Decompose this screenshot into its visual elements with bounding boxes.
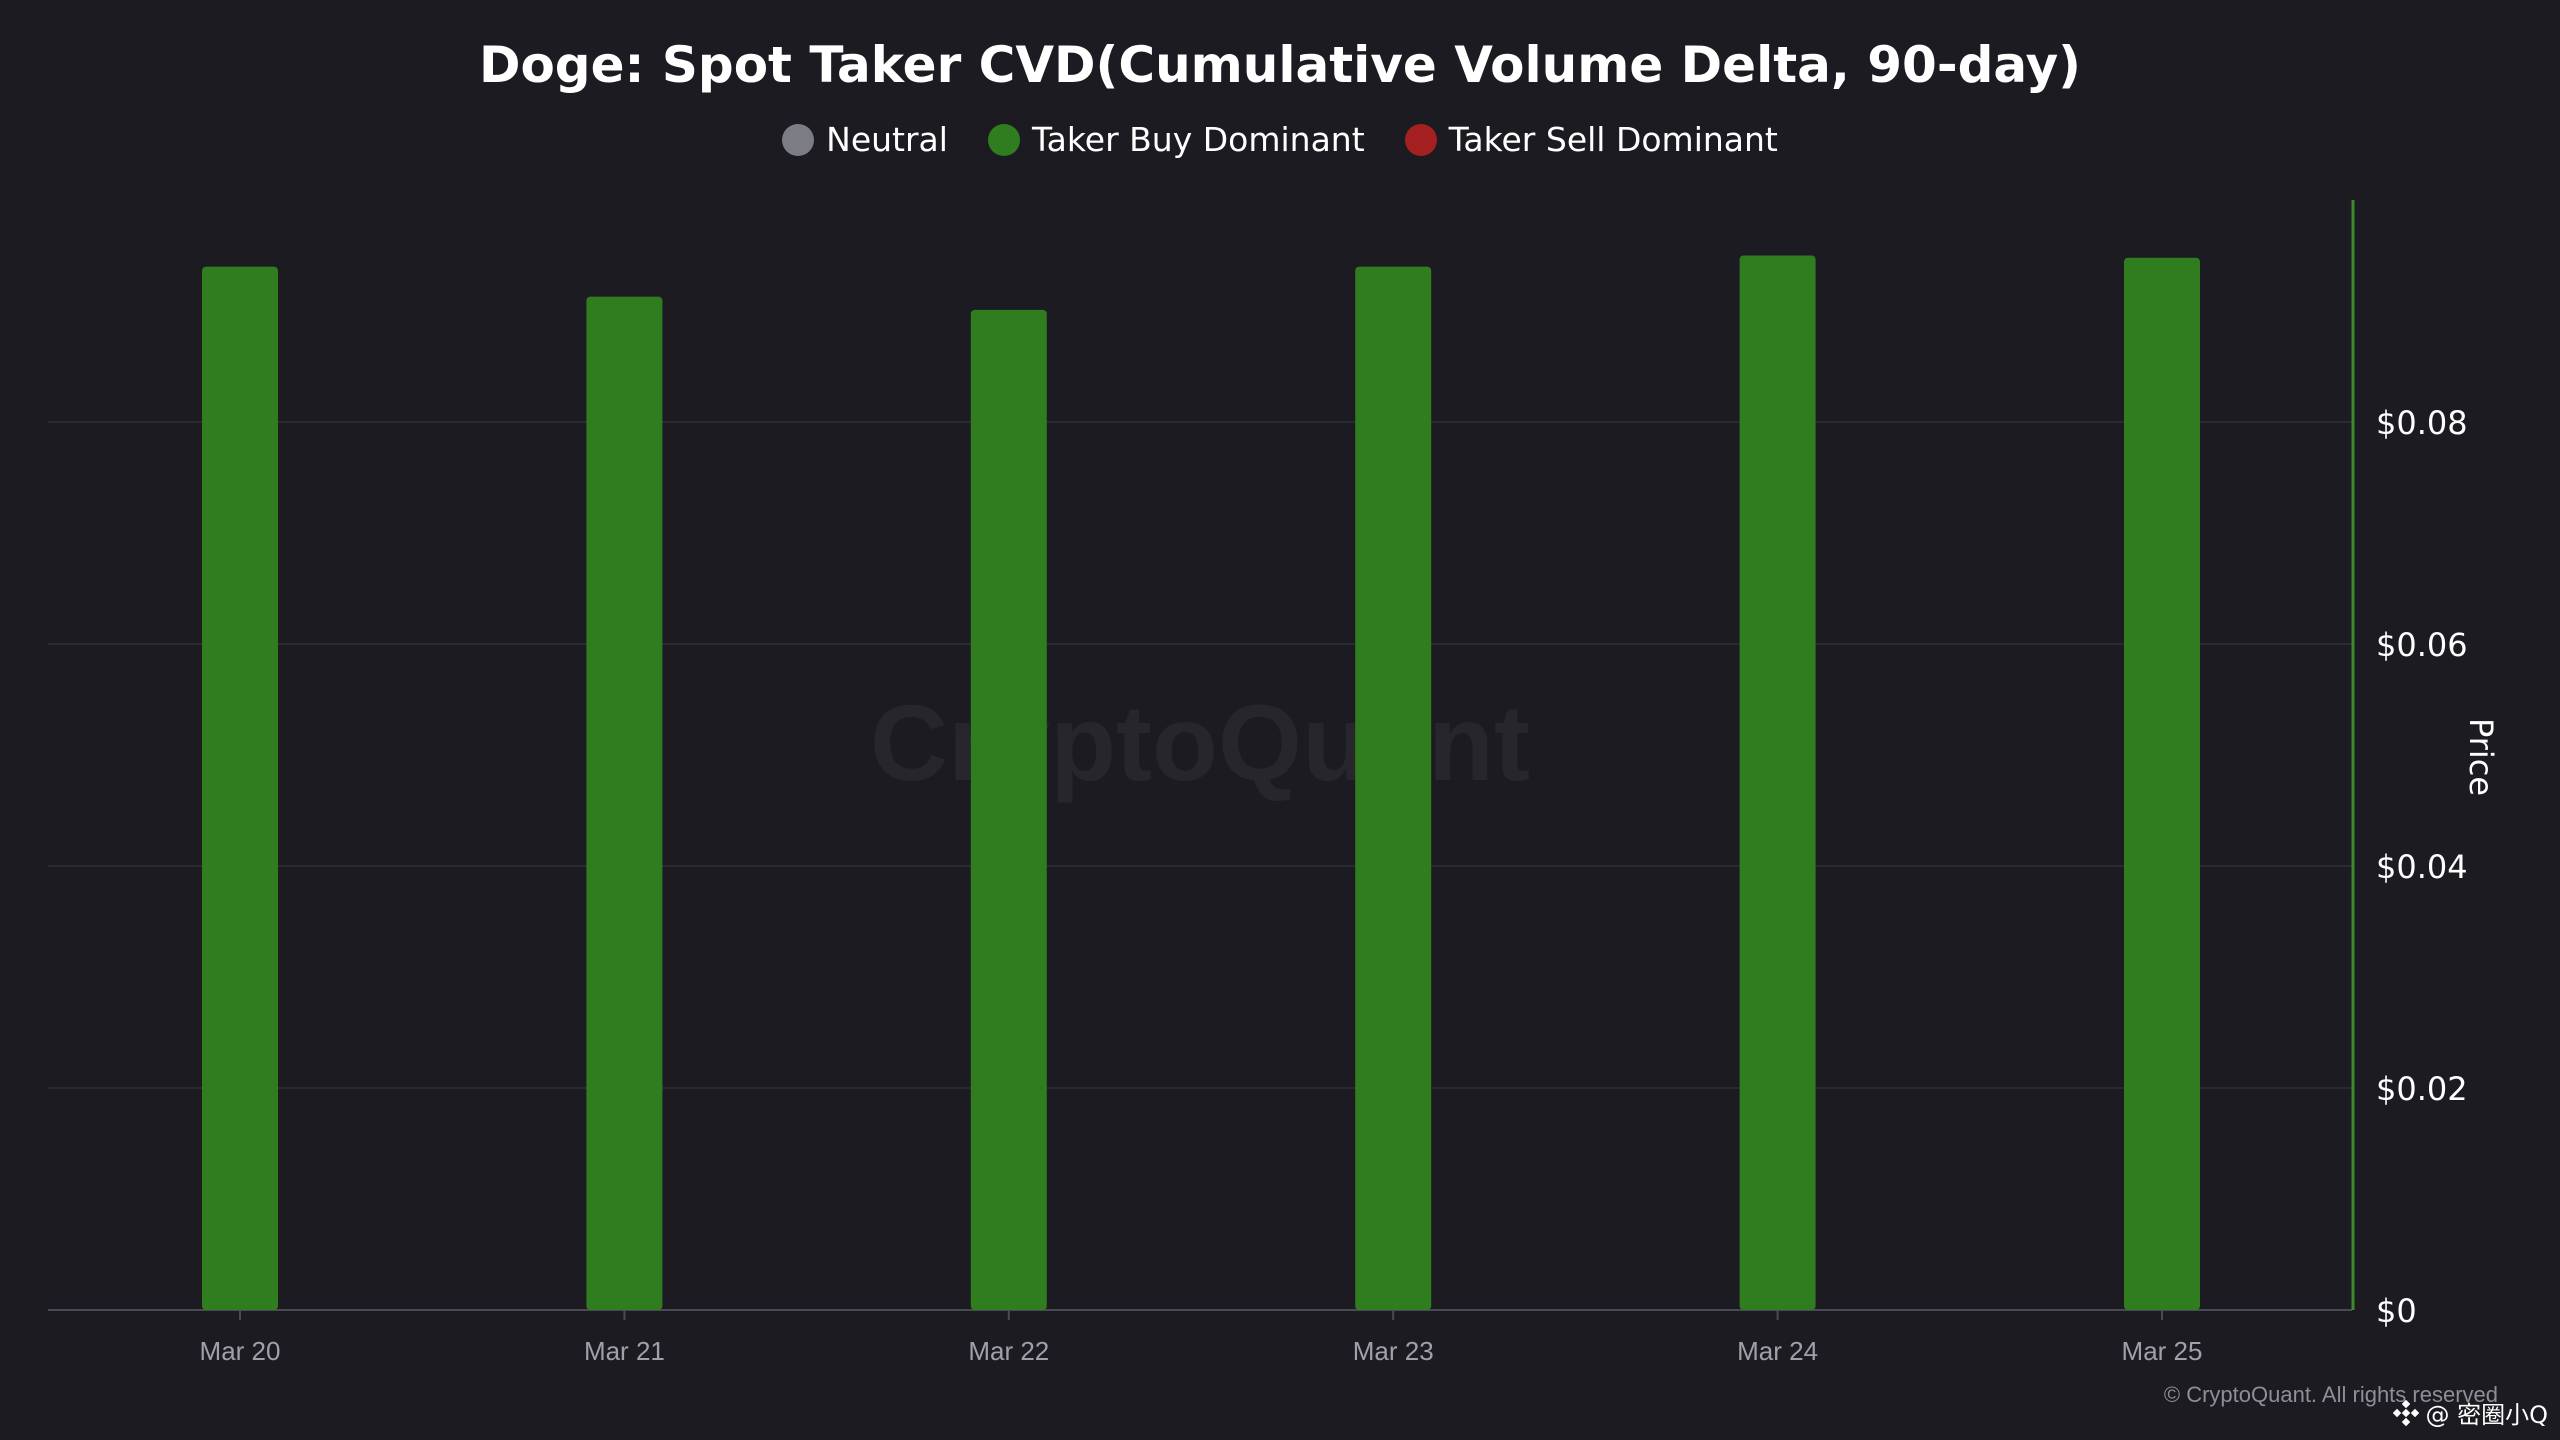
x-tick-label: Mar 22 [968,1336,1049,1366]
bar-mar-25[interactable] [2124,257,2200,1311]
bar-mar-21[interactable] [586,296,663,1310]
y-tick-label: $0 [2376,1292,2417,1330]
legend-label-taker-sell: Taker Sell Dominant [1448,120,1778,159]
overlay-tag-text: @ 密圈小Q [2425,1401,2548,1429]
x-tick-label: Mar 21 [584,1336,665,1366]
binance-logo-icon [2393,1399,2420,1426]
bar-mar-23[interactable] [1355,266,1432,1311]
x-tick-label: Mar 20 [200,1336,281,1366]
x-tick-label: Mar 23 [1353,1336,1434,1366]
x-tick-label: Mar 24 [1737,1336,1818,1366]
legend-item-taker-buy[interactable]: Taker Buy Dominant [987,120,1365,159]
legend-label-taker-buy: Taker Buy Dominant [1031,120,1365,159]
bar-mar-24[interactable] [1739,255,1816,1311]
bar-mar-22[interactable] [970,309,1047,1310]
y-tick-label: $0.06 [2376,626,2468,664]
bar-mar-20[interactable] [202,266,278,1311]
y-tick-label: $0.04 [2376,848,2468,886]
legend-dot-neutral-icon [782,123,815,156]
legend-dot-sell-icon [1404,123,1437,156]
legend-label-neutral: Neutral [826,120,948,159]
legend-item-neutral[interactable]: Neutral [782,120,948,159]
price-axis-label: Price [2462,718,2500,796]
x-tick-label: Mar 25 [2122,1336,2203,1366]
copyright-text: © CryptoQuant. All rights reserved [2163,1382,2498,1407]
y-tick-label: $0.08 [2376,404,2468,442]
y-tick-label: $0.02 [2376,1070,2468,1108]
chart-title: Doge: Spot Taker CVD(Cumulative Volume D… [478,36,2082,94]
overlay-tag: @ 密圈小Q [2393,1395,2548,1430]
legend-item-taker-sell[interactable]: Taker Sell Dominant [1404,120,1778,159]
legend-dot-buy-icon [987,123,1020,156]
legend: Neutral Taker Buy Dominant Taker Sell Do… [0,120,2560,159]
